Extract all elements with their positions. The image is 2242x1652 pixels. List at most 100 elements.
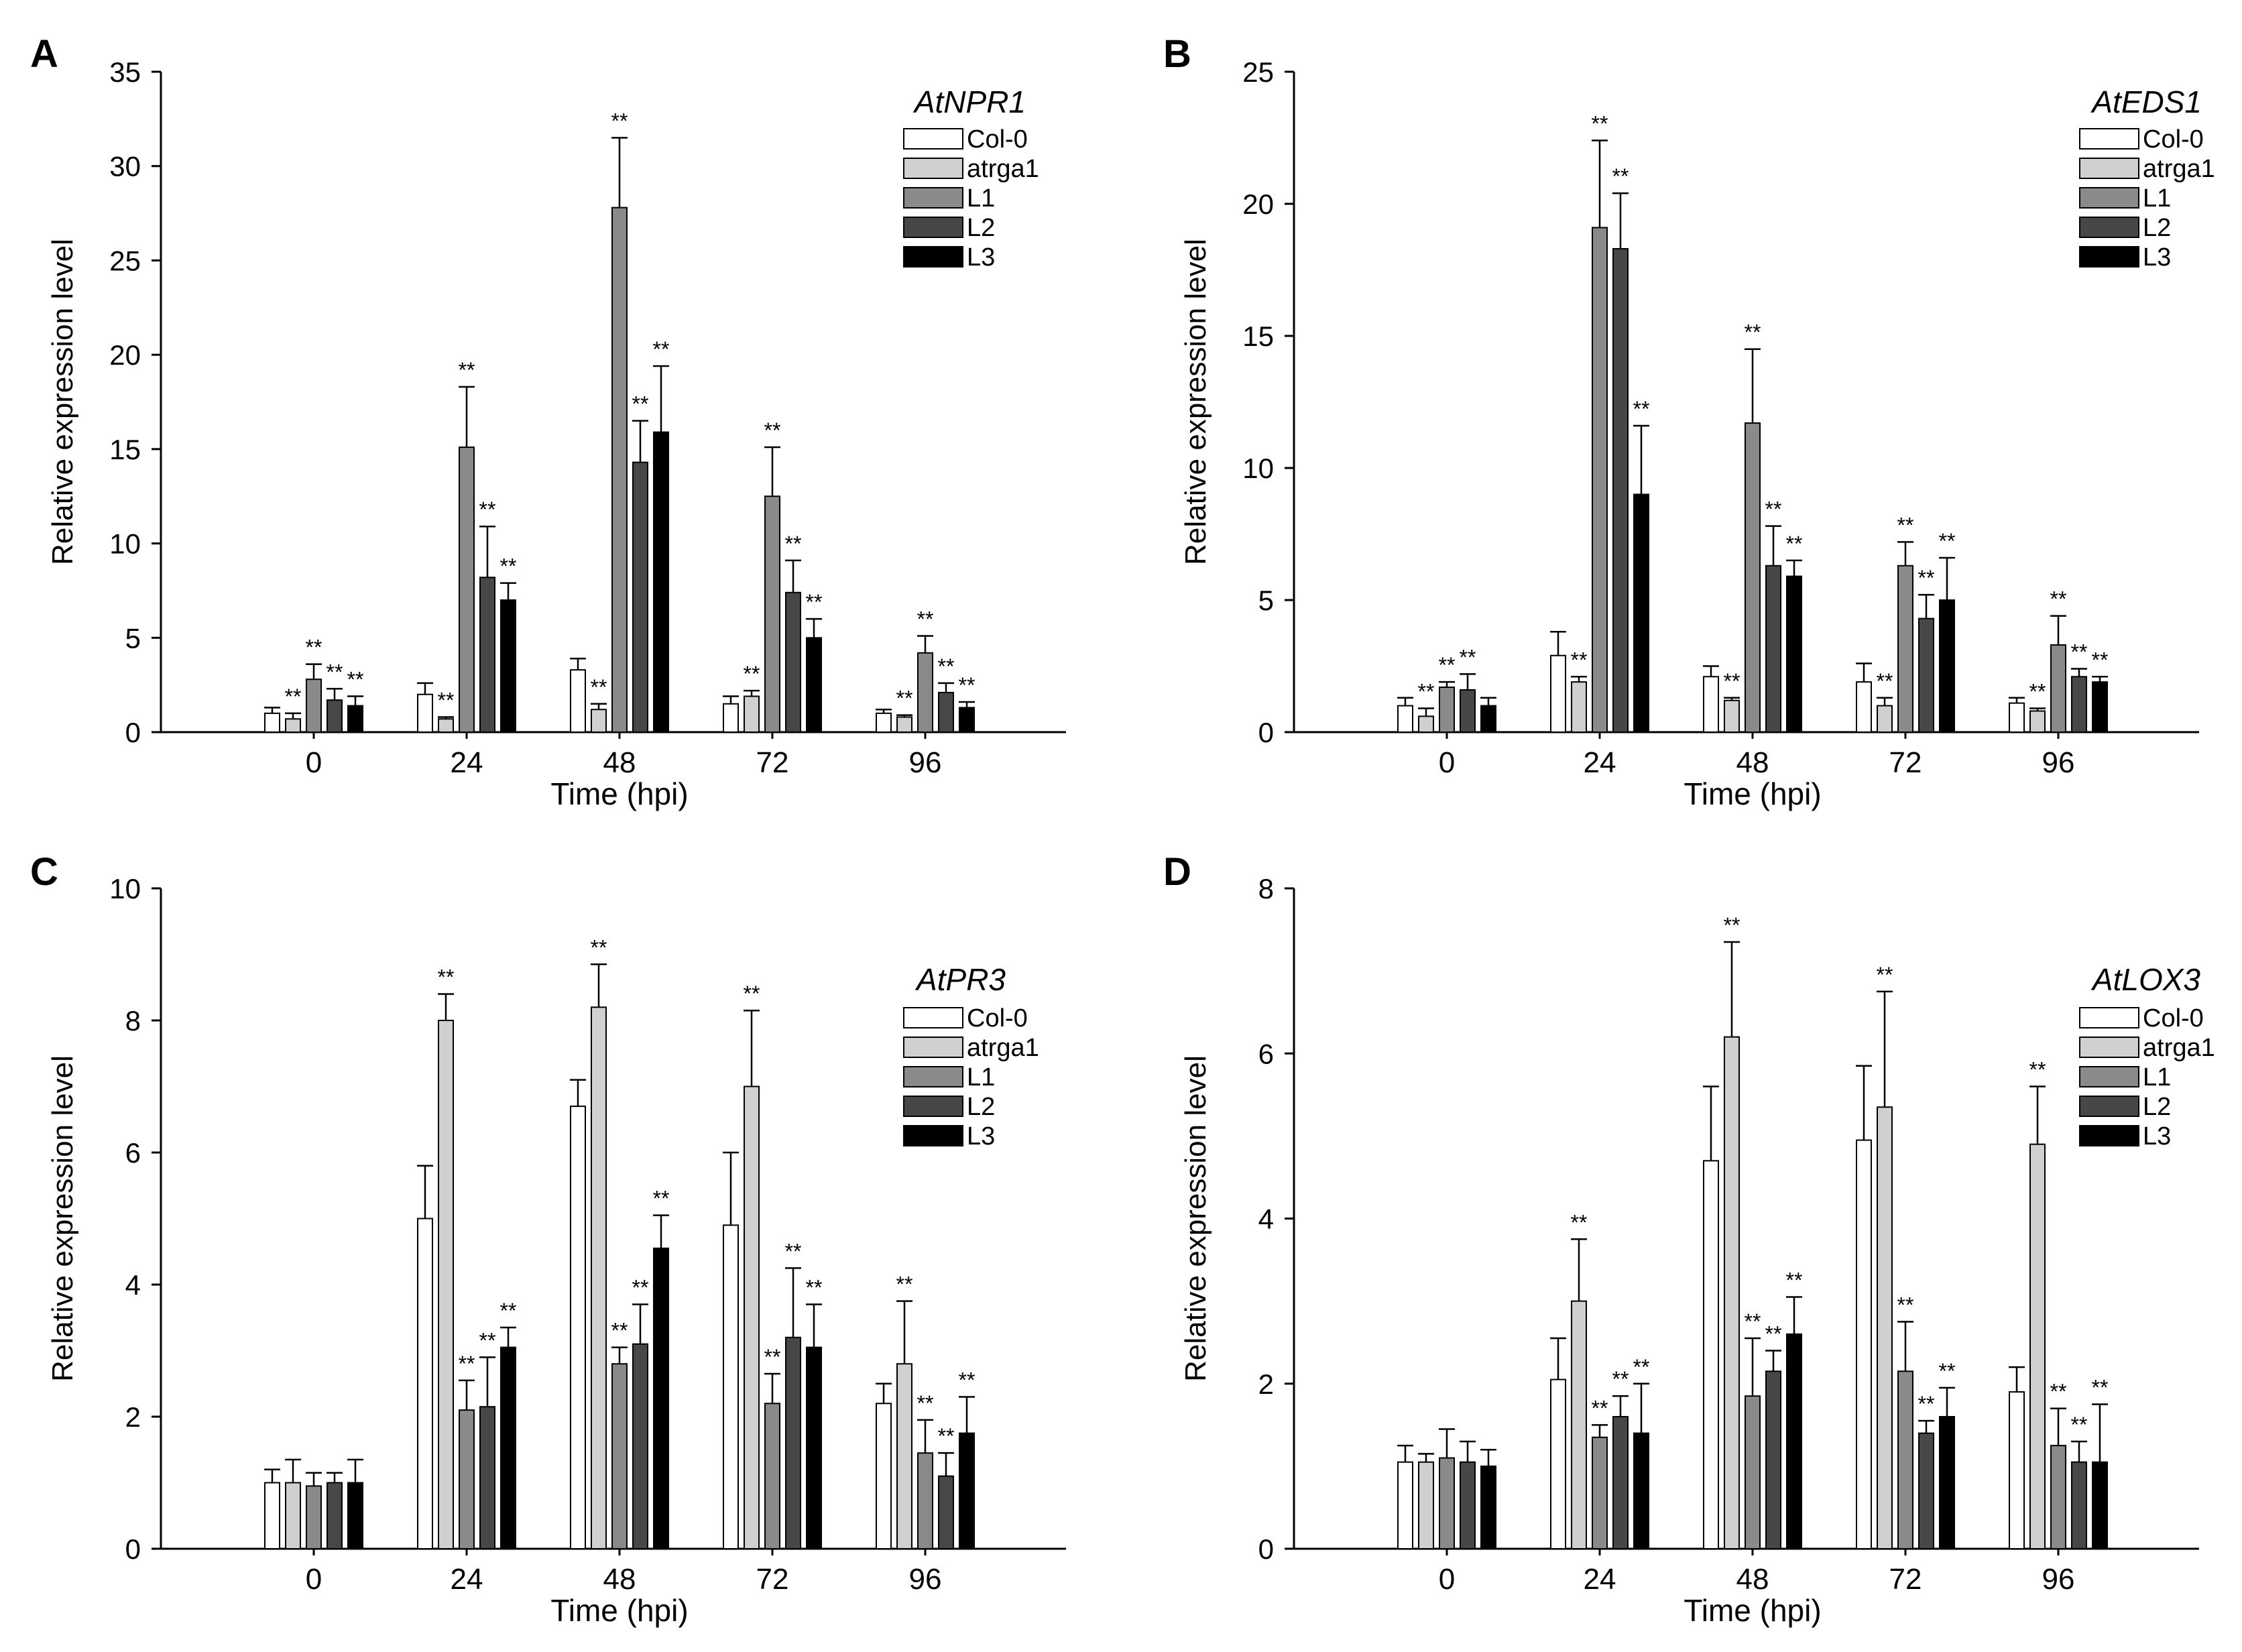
y-tick-label: 6 bbox=[125, 1137, 141, 1169]
x-tick-label: 0 bbox=[306, 746, 322, 779]
bar-l3-72 bbox=[1939, 1416, 1955, 1549]
bar-l2-0 bbox=[1460, 689, 1476, 733]
legend-label: Col-0 bbox=[967, 125, 1028, 154]
bar-atrga1-48 bbox=[1724, 1036, 1740, 1549]
panel-label: B bbox=[1163, 32, 1191, 76]
legend-swatch bbox=[2079, 1096, 2139, 1117]
legend-swatch bbox=[903, 1096, 963, 1117]
chart-panel-a: A 0 5 10 15 20 25 30 35 Relative expression level… bbox=[30, 32, 1066, 811]
y-tick-label: 35 bbox=[109, 56, 141, 88]
bar-l2-72 bbox=[785, 1336, 801, 1549]
significance-mark: ** bbox=[959, 673, 976, 697]
legend-swatch bbox=[2079, 1125, 2139, 1146]
bar-l3-0 bbox=[1480, 1465, 1496, 1549]
bar-l1-48 bbox=[611, 206, 628, 733]
bar-l2-24 bbox=[1612, 247, 1629, 733]
y-axis-label: Relative expression level bbox=[46, 239, 79, 565]
significance-mark: ** bbox=[806, 590, 823, 614]
bar-l2-0 bbox=[327, 1482, 343, 1549]
bar-col-0-72 bbox=[723, 1224, 739, 1549]
significance-mark: ** bbox=[459, 1352, 475, 1376]
legend-label: L1 bbox=[967, 184, 995, 213]
y-tick-label: 30 bbox=[109, 151, 141, 182]
significance-mark: ** bbox=[1918, 566, 1935, 590]
significance-mark: ** bbox=[1877, 963, 1893, 987]
bar-atrga1-48 bbox=[591, 709, 607, 733]
x-tick-label: 96 bbox=[909, 746, 942, 779]
significance-mark: ** bbox=[611, 109, 628, 133]
bar-col-0-96 bbox=[876, 712, 892, 733]
x-tick-label: 24 bbox=[1584, 1563, 1616, 1596]
significance-mark: ** bbox=[959, 1368, 976, 1392]
bar-l2-48 bbox=[632, 1343, 648, 1550]
significance-mark: ** bbox=[1897, 1293, 1914, 1317]
significance-mark: ** bbox=[1765, 497, 1782, 522]
y-tick-label: 5 bbox=[1258, 585, 1274, 616]
significance-mark: ** bbox=[896, 687, 913, 711]
bar-l1-24 bbox=[459, 447, 475, 733]
y-tick-label: 6 bbox=[1258, 1038, 1274, 1069]
bar-l1-96 bbox=[917, 652, 933, 733]
significance-mark: ** bbox=[2092, 1376, 2109, 1400]
bar-l1-48 bbox=[611, 1363, 628, 1549]
bar-col-0-96 bbox=[876, 1403, 892, 1549]
x-axis-label: Time (hpi) bbox=[550, 1593, 688, 1628]
bar-l2-24 bbox=[479, 577, 495, 733]
significance-mark: ** bbox=[938, 1424, 955, 1448]
legend-label: Col-0 bbox=[967, 1004, 1028, 1032]
legend-swatch bbox=[903, 1125, 963, 1146]
significance-mark: ** bbox=[1939, 529, 1956, 553]
significance-mark: ** bbox=[1786, 532, 1803, 556]
x-tick-label: 0 bbox=[1439, 1563, 1455, 1596]
bar-l1-0 bbox=[306, 1485, 322, 1549]
legend-label: L3 bbox=[2143, 243, 2171, 272]
significance-mark: ** bbox=[591, 935, 607, 959]
bar-col-0-0 bbox=[264, 712, 280, 733]
significance-mark: ** bbox=[653, 1187, 670, 1211]
bar-l3-96 bbox=[959, 1432, 975, 1549]
legend-label: atrga1 bbox=[2143, 1034, 2215, 1062]
bar-atrga1-0 bbox=[1418, 1461, 1434, 1549]
significance-mark: ** bbox=[1897, 513, 1914, 537]
significance-mark: ** bbox=[327, 660, 343, 684]
bar-atrga1-24 bbox=[438, 718, 454, 733]
bar-atrga1-48 bbox=[1724, 699, 1740, 733]
bar-l2-0 bbox=[1460, 1461, 1476, 1549]
legend-swatch bbox=[2079, 217, 2139, 238]
bar-l3-72 bbox=[1939, 599, 1955, 733]
bar-l1-0 bbox=[1439, 687, 1455, 733]
legend-label: L3 bbox=[2143, 1122, 2171, 1150]
significance-mark: ** bbox=[1418, 680, 1435, 704]
x-axis-label: Time (hpi) bbox=[1684, 776, 1821, 811]
x-tick-label: 24 bbox=[451, 1563, 483, 1596]
chart-title: AtEDS1 bbox=[2090, 84, 2202, 119]
x-tick-label: 48 bbox=[1736, 1563, 1769, 1596]
x-axis-label: Time (hpi) bbox=[550, 776, 688, 811]
bar-l1-24 bbox=[1592, 1436, 1608, 1549]
bar-l3-0 bbox=[347, 705, 363, 733]
legend-swatch bbox=[903, 1066, 963, 1087]
significance-mark: ** bbox=[285, 685, 302, 709]
bar-l1-96 bbox=[2050, 1445, 2066, 1549]
panel-label: D bbox=[1163, 850, 1191, 894]
y-tick-label: 15 bbox=[1242, 320, 1274, 352]
legend-swatch bbox=[2079, 158, 2139, 179]
significance-mark: ** bbox=[500, 1299, 517, 1323]
significance-mark: ** bbox=[2029, 1058, 2046, 1082]
significance-mark: ** bbox=[306, 636, 322, 660]
legend-swatch bbox=[2079, 246, 2139, 268]
bar-l2-0 bbox=[327, 699, 343, 733]
significance-mark: ** bbox=[2029, 680, 2046, 704]
bar-col-0-96 bbox=[2009, 1391, 2025, 1549]
legend-swatch bbox=[903, 246, 963, 268]
legend-swatch bbox=[2079, 187, 2139, 209]
bar-l1-96 bbox=[917, 1452, 933, 1549]
bar-l2-48 bbox=[1765, 1370, 1781, 1549]
bar-col-0-0 bbox=[1397, 1461, 1413, 1549]
significance-mark: ** bbox=[1918, 1392, 1935, 1416]
bar-l3-0 bbox=[1480, 705, 1496, 733]
significance-mark: ** bbox=[2092, 648, 2109, 672]
significance-mark: ** bbox=[785, 1239, 802, 1263]
bar-l1-48 bbox=[1745, 422, 1761, 733]
bar-l3-24 bbox=[1633, 1432, 1649, 1549]
